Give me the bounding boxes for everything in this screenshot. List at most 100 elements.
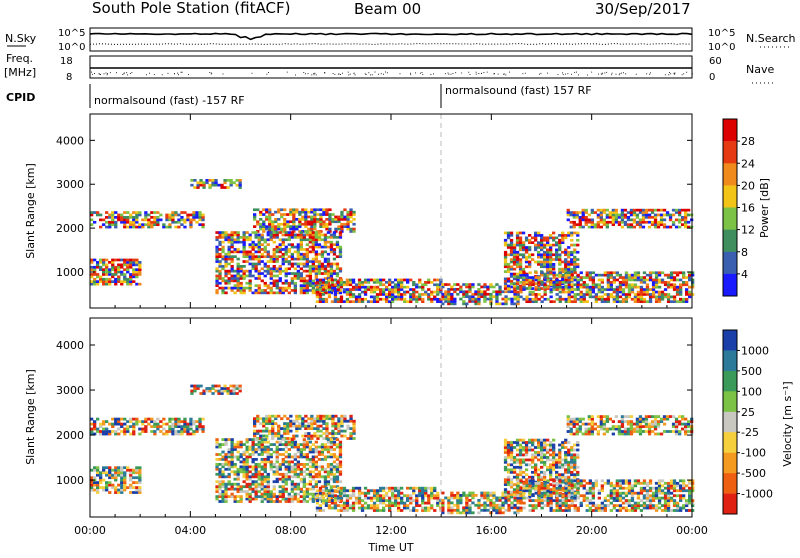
velocity-echo-cell (513, 504, 516, 507)
velocity-echo-cell (576, 444, 579, 447)
power-echo-cell (562, 281, 565, 284)
power-echo-cell (294, 287, 297, 290)
power-echo-cell (298, 218, 301, 221)
power-echo-cell (661, 271, 664, 274)
power-echo-cell (276, 287, 279, 290)
velocity-echo-cell (231, 456, 234, 459)
velocity-echo-cell (453, 504, 456, 507)
power-echo-cell (564, 268, 567, 271)
velocity-echo-cell (549, 446, 552, 449)
power-echo-cell (519, 271, 522, 274)
velocity-echo-cell (218, 475, 221, 478)
velocity-echo-cell (540, 439, 543, 442)
velocity-echo-cell (516, 484, 519, 487)
power-echo-cell (474, 290, 477, 293)
velocity-echo-cell (271, 430, 274, 433)
power-echo-cell (135, 276, 138, 279)
velocity-echo-cell (215, 463, 218, 466)
velocity-echo-cell (316, 509, 319, 512)
power-echo-cell (336, 267, 339, 270)
power-echo-cell (606, 216, 609, 219)
velocity-echo-cell (273, 488, 276, 491)
power-echo-cell (279, 231, 282, 234)
power-echo-cell (541, 281, 544, 284)
velocity-echo-cell (537, 441, 540, 444)
power-echo-cell (516, 282, 519, 285)
velocity-echo-cell (576, 456, 579, 459)
velocity-echo-cell (537, 446, 540, 449)
velocity-echo-cell (507, 476, 510, 479)
power-echo-cell (297, 277, 300, 280)
power-echo-cell (333, 272, 336, 275)
velocity-echo-cell (93, 484, 96, 487)
power-echo-cell (227, 179, 230, 182)
velocity-echo-cell (180, 428, 183, 431)
velocity-echo-cell (243, 485, 246, 488)
power-echo-cell (507, 298, 510, 301)
power-echo-cell (373, 288, 376, 291)
power-echo-cell (552, 232, 555, 235)
power-echo-cell (580, 298, 583, 301)
power-echo-cell (316, 300, 319, 303)
velocity-echo-cell (285, 473, 288, 476)
power-echo-cell (150, 221, 153, 224)
velocity-echo-cell (543, 454, 546, 457)
power-echo-cell (607, 288, 610, 291)
power-echo-cell (619, 283, 622, 286)
power-echo-cell (600, 226, 603, 229)
power-echo-cell (336, 241, 339, 244)
power-echo-cell (682, 281, 685, 284)
power-echo-cell (636, 209, 639, 212)
power-echo-cell (531, 253, 534, 256)
velocity-echo-cell (322, 497, 325, 500)
power-echo-cell (652, 288, 655, 291)
power-echo-cell (334, 279, 337, 282)
power-echo-cell (553, 271, 556, 274)
power-echo-cell (397, 283, 400, 286)
velocity-echo-cell (270, 448, 273, 451)
power-echo-cell (310, 216, 313, 219)
velocity-echo-cell (477, 499, 480, 502)
power-echo-cell (105, 283, 108, 286)
power-echo-cell (289, 211, 292, 214)
power-echo-cell (624, 214, 627, 217)
power-echo-cell (619, 291, 622, 294)
power-echo-cell (525, 239, 528, 242)
power-echo-cell (93, 221, 96, 224)
power-echo-cell (280, 216, 283, 219)
power-echo-cell (579, 221, 582, 224)
power-echo-cell (553, 288, 556, 291)
power-echo-cell (660, 214, 663, 217)
velocity-echo-cell (288, 495, 291, 498)
power-echo-cell (325, 225, 328, 228)
velocity-echo-cell (237, 485, 240, 488)
velocity-echo-cell (328, 504, 331, 507)
power-echo-cell (150, 216, 153, 219)
velocity-echo-cell (504, 456, 507, 459)
velocity-echo-cell (352, 425, 355, 428)
velocity-echo-cell (271, 427, 274, 430)
power-echo-cell (171, 219, 174, 222)
power-echo-cell (486, 286, 489, 289)
velocity-echo-cell (513, 499, 516, 502)
velocity-echo-cell (246, 446, 249, 449)
velocity-echo-cell (309, 488, 312, 491)
velocity-echo-cell (237, 475, 240, 478)
velocity-echo-cell (168, 425, 171, 428)
velocity-echo-cell (246, 448, 249, 451)
power-echo-cell (649, 300, 652, 303)
velocity-echo-cell (492, 504, 495, 507)
velocity-echo-cell (126, 430, 129, 433)
velocity-echo-cell (246, 458, 249, 461)
power-echo-cell (616, 279, 619, 282)
velocity-echo-cell (246, 470, 249, 473)
power-echo-cell (343, 218, 346, 221)
power-echo-cell (285, 251, 288, 254)
velocity-echo-cell (504, 493, 507, 496)
power-echo-cell (243, 272, 246, 275)
velocity-echo-cell (295, 415, 298, 418)
velocity-echo-cell (525, 446, 528, 449)
velocity-echo-cell (294, 473, 297, 476)
cpid-segment-2: normalsound (fast) 157 RF (445, 84, 592, 97)
power-echo-cell (129, 278, 132, 281)
